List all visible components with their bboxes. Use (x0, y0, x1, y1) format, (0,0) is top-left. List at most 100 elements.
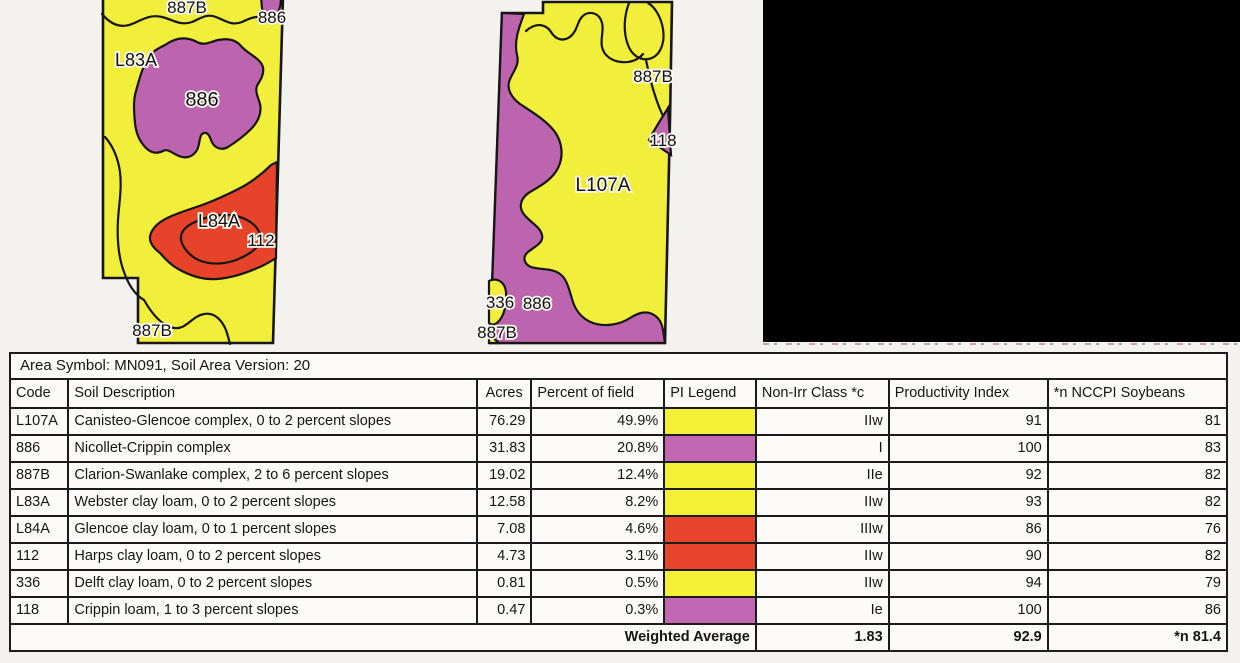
soil-maps: 887B 886 L83A 886 L84A 112 887B 887B 118 L107A 33… (100, 0, 678, 346)
pi-legend-cell (663, 596, 757, 625)
acres-cell: 76.29 (476, 407, 533, 436)
code-cell: L107A (8, 407, 70, 436)
table-row: 112 Harps clay loam, 0 to 2 percent slope… (8, 542, 1229, 571)
soil-description-cell: Webster clay loam, 0 to 2 percent slopes (67, 488, 479, 517)
nccpi-soybeans-cell: 81 (1046, 407, 1229, 436)
soil-description-cell: Clarion-Swanlake complex, 2 to 6 percent… (67, 461, 479, 490)
nccpi-soybeans-cell: 82 (1046, 461, 1229, 490)
productivity-index-cell: 100 (887, 434, 1049, 463)
non-irr-class-cell: IIw (754, 488, 890, 517)
right-886-region (488, 11, 667, 345)
soil-description-cell: Canisteo-Glencoe complex, 0 to 2 percent… (67, 407, 479, 436)
code-cell: L84A (8, 515, 70, 544)
code-cell: 887B (8, 461, 70, 490)
weighted-average-label: Weighted Average (9, 623, 757, 652)
percent-cell: 0.3% (530, 596, 666, 625)
column-header-code: Code (8, 378, 70, 409)
pi-legend-cell (663, 407, 757, 436)
non-irr-class-cell: IIw (754, 569, 890, 598)
pi-legend-cell (663, 515, 757, 544)
table-row: 118 Crippin loam, 1 to 3 percent slopes 0.… (8, 596, 1229, 625)
right-corner-wedge (487, 331, 502, 345)
percent-cell: 49.9% (530, 407, 666, 436)
soil-summary-table: Area Symbol: MN091, Soil Area Version: 2… (8, 352, 1229, 652)
right-336-region (487, 278, 508, 326)
soil-description-cell: Harps clay loam, 0 to 2 percent slopes (67, 542, 479, 571)
pi-legend-cell (663, 461, 757, 490)
column-header-acres: Acres (476, 378, 533, 409)
map-label-886: 886 (185, 89, 218, 111)
map-label-L107A: L107A (576, 175, 631, 196)
pi-legend-cell (663, 542, 757, 571)
soil-description-cell: Crippin loam, 1 to 3 percent slopes (67, 596, 479, 625)
non-irr-class-cell: IIw (754, 407, 890, 436)
nccpi-soybeans-cell: 79 (1046, 569, 1229, 598)
non-irr-class-cell: IIIw (754, 515, 890, 544)
percent-cell: 0.5% (530, 569, 666, 598)
map-label-887B: 887B (633, 67, 673, 86)
weighted-productivity-index: 92.9 (887, 623, 1049, 652)
code-cell: 336 (8, 569, 70, 598)
left-bottom-boundary-line (142, 298, 232, 346)
left-west-strip-line (103, 135, 146, 302)
soil-description-cell: Nicollet-Crippin complex (67, 434, 479, 463)
map-label-887B: 887B (477, 323, 517, 342)
right-887B-boundary-a (524, 11, 645, 64)
pi-legend-cell (663, 488, 757, 517)
column-header-soil-description: Soil Description (67, 378, 479, 409)
soil-description-cell: Delft clay loam, 0 to 2 percent slopes (67, 569, 479, 598)
soil-map-left (100, 0, 285, 346)
percent-cell: 20.8% (530, 434, 666, 463)
weighted-nccpi-soybeans: *n 81.4 (1046, 623, 1229, 652)
map-label-336: 336 (486, 293, 514, 312)
map-label-118: 118 (649, 131, 676, 150)
column-header-nccpi-soybeans: *n NCCPI Soybeans (1046, 378, 1229, 409)
right-887B-boundary-b (623, 1, 665, 61)
nccpi-soybeans-cell: 82 (1046, 542, 1229, 571)
percent-cell: 4.6% (530, 515, 666, 544)
productivity-index-cell: 92 (887, 461, 1049, 490)
soil-table-section: Area Symbol: MN091, Soil Area Version: 2… (8, 352, 1229, 652)
acres-cell: 12.58 (476, 488, 533, 517)
map-label-L84A: L84A (198, 211, 240, 231)
redaction-black-box (763, 0, 1240, 342)
productivity-index-cell: 94 (887, 569, 1049, 598)
pi-legend-cell (663, 434, 757, 463)
productivity-index-cell: 100 (887, 596, 1049, 625)
left-L84A-inner-contour (179, 213, 262, 265)
column-header-row: Code Soil Description Acres Percent of f… (8, 378, 1229, 409)
code-cell: 112 (8, 542, 70, 571)
percent-cell: 8.2% (530, 488, 666, 517)
table-row: L84A Glencoe clay loam, 0 to 1 percent sl… (8, 515, 1229, 544)
right-887B-boundary-c (644, 58, 666, 120)
non-irr-class-cell: IIe (754, 461, 890, 490)
productivity-index-cell: 93 (887, 488, 1049, 517)
productivity-index-cell: 86 (887, 515, 1049, 544)
acres-cell: 0.47 (476, 596, 533, 625)
nccpi-soybeans-cell: 83 (1046, 434, 1229, 463)
column-header-percent-of-field: Percent of field (530, 378, 666, 409)
nccpi-soybeans-cell: 86 (1046, 596, 1229, 625)
pi-legend-cell (663, 569, 757, 598)
code-cell: 118 (8, 596, 70, 625)
table-row: 887B Clarion-Swanlake complex, 2 to 6 per… (8, 461, 1229, 490)
soil-description-cell: Glencoe clay loam, 0 to 1 percent slopes (67, 515, 479, 544)
productivity-index-cell: 91 (887, 407, 1049, 436)
non-irr-class-cell: Ie (754, 596, 890, 625)
table-row: 336 Delft clay loam, 0 to 2 percent slope… (8, 569, 1229, 598)
soil-map-right (487, 0, 674, 345)
area-symbol-band: Area Symbol: MN091, Soil Area Version: 2… (9, 352, 1228, 380)
column-header-productivity-index: Productivity Index (887, 378, 1049, 409)
map-label-886: 886 (523, 294, 551, 313)
column-header-pi-legend: PI Legend (663, 378, 757, 409)
column-header-non-irr-class: Non-Irr Class *c (754, 378, 890, 409)
non-irr-class-cell: IIw (754, 542, 890, 571)
acres-cell: 19.02 (476, 461, 533, 490)
code-cell: 886 (8, 434, 70, 463)
nccpi-soybeans-cell: 76 (1046, 515, 1229, 544)
scan-artifact-line (763, 343, 1238, 345)
left-L84A-112-region (148, 160, 279, 281)
map-label-112: 112 (247, 231, 274, 250)
percent-cell: 3.1% (530, 542, 666, 571)
